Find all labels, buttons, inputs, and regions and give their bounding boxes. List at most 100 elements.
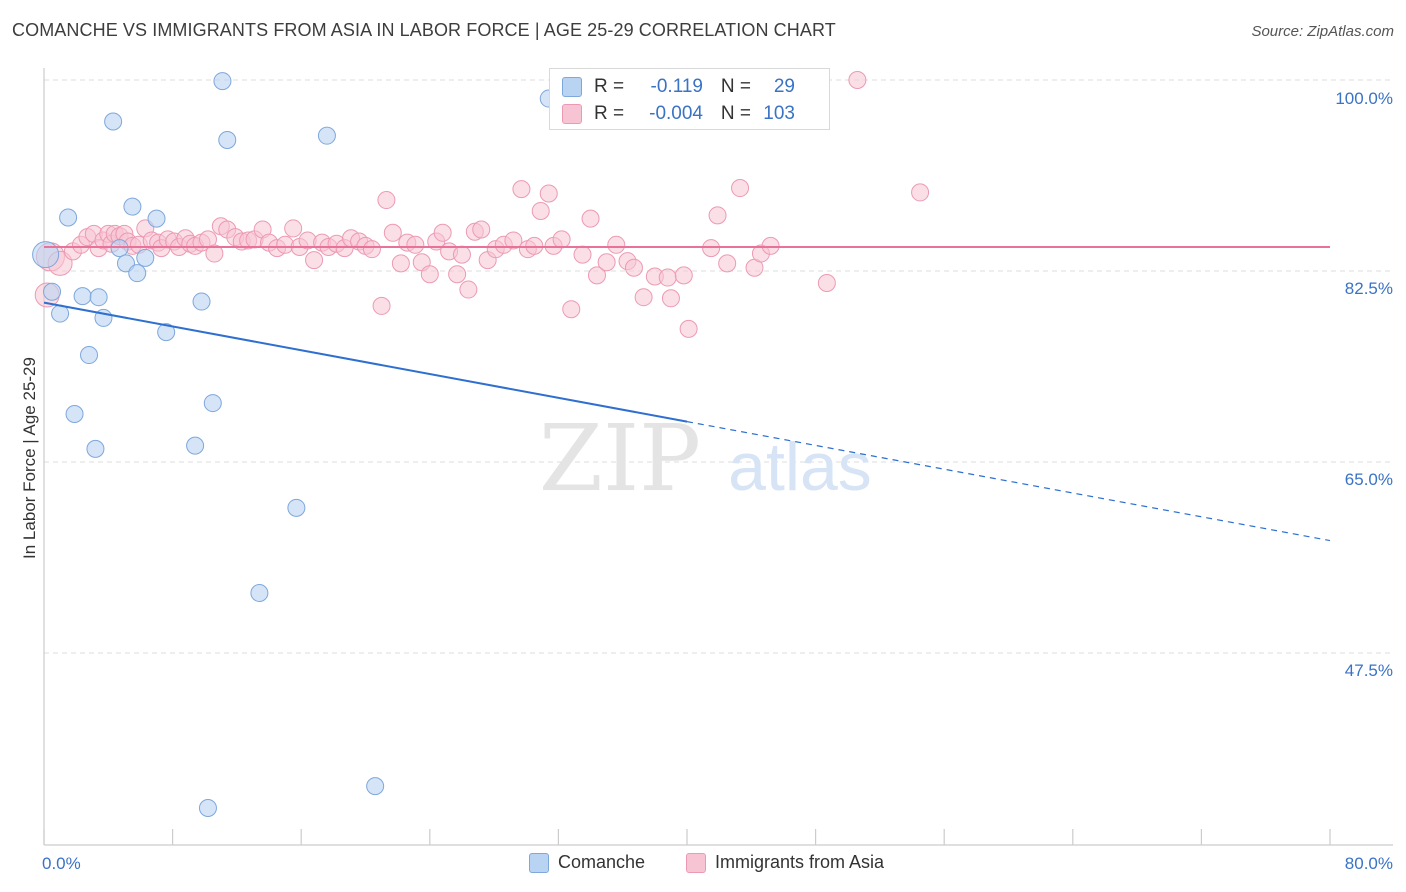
x-tick-label: 0.0% [42, 854, 81, 873]
data-point [504, 231, 523, 250]
grid-lines [44, 79, 1393, 654]
r-value: -0.119 [650, 76, 703, 97]
y-tick-label: 100.0% [1335, 89, 1393, 108]
data-point [32, 241, 60, 269]
data-point [186, 436, 205, 455]
data-point [531, 201, 550, 220]
axes [43, 68, 1393, 846]
data-point [597, 253, 616, 272]
data-point [452, 245, 471, 264]
data-point [377, 191, 396, 210]
comanche-swatch [529, 852, 549, 873]
watermark: ZIP atlas [539, 405, 872, 512]
data-point [59, 208, 78, 227]
data-point [305, 251, 324, 270]
data-point [218, 131, 237, 150]
n-value: 103 [763, 103, 795, 124]
data-point [472, 220, 491, 239]
y-tick-label: 82.5% [1345, 279, 1393, 298]
data-point [362, 240, 381, 259]
comanche-points [32, 72, 558, 817]
source-label[interactable]: Source: ZipAtlas.com [1251, 23, 1394, 40]
data-point [581, 209, 600, 228]
data-point [512, 180, 531, 199]
data-point [587, 266, 606, 285]
data-point [317, 126, 336, 145]
data-point [848, 71, 867, 89]
n-label: N = [720, 103, 751, 124]
r-value: -0.004 [649, 103, 703, 124]
data-point [731, 179, 750, 198]
data-point [65, 404, 84, 423]
y-axis-title: In Labor Force | Age 25-29 [20, 357, 39, 559]
data-point [80, 346, 99, 365]
data-point [86, 439, 105, 458]
data-point [634, 288, 653, 307]
data-point [661, 289, 680, 308]
data-point [213, 72, 232, 91]
data-point [136, 248, 155, 267]
bottom-legend: Comanche Immigrants from Asia [0, 852, 1406, 878]
data-point [539, 184, 558, 203]
data-point [448, 265, 467, 284]
data-point [459, 280, 478, 299]
data-point [433, 223, 452, 242]
y-tick-label: 47.5% [1345, 661, 1393, 680]
comanche-trend-line [43, 301, 688, 423]
legend-label-immigrants: Immigrants from Asia [715, 852, 885, 872]
axis-ticks: 47.5% 65.0% 82.5% 100.0% 0.0% 80.0% In Labor F… [20, 89, 1393, 873]
data-point [250, 583, 269, 602]
data-point [674, 266, 693, 285]
y-tick-label: 65.0% [1345, 470, 1393, 489]
data-point [624, 258, 643, 277]
data-point [43, 282, 62, 301]
data-point [406, 235, 425, 254]
data-point [761, 236, 780, 255]
data-point [123, 197, 142, 216]
n-value: 29 [773, 76, 795, 97]
data-point [391, 254, 410, 273]
data-point [658, 268, 677, 287]
watermark-atlas: atlas [728, 429, 872, 505]
stats-row-immigrants: R = -0.004 N = 103 [562, 101, 795, 127]
stats-row-comanche: R = -0.119 N = 29 [562, 74, 795, 100]
data-point [552, 230, 571, 249]
data-point [573, 245, 592, 264]
data-point [147, 209, 166, 228]
legend-item-comanche[interactable]: Comanche [529, 852, 645, 873]
data-point [911, 183, 930, 202]
data-point [718, 254, 737, 273]
data-point [198, 798, 217, 817]
data-point [89, 288, 108, 307]
data-point [366, 777, 385, 796]
data-point [284, 219, 303, 238]
legend-item-immigrants-from-asia[interactable]: Immigrants from Asia [686, 852, 884, 873]
comanche-swatch [562, 77, 582, 97]
x-tick-label: 80.0% [1345, 854, 1393, 873]
data-point [702, 239, 721, 258]
chart-title: COMANCHE VS IMMIGRANTS FROM ASIA IN LABO… [12, 20, 836, 40]
data-point [708, 206, 727, 225]
r-label: R = [594, 76, 625, 97]
data-point [525, 236, 544, 255]
immigrants-swatch [562, 104, 582, 124]
data-point [287, 498, 306, 517]
data-point [110, 239, 129, 258]
trend-lines [43, 245, 1331, 542]
data-point [562, 300, 581, 319]
data-point [128, 264, 147, 283]
data-point [73, 287, 92, 306]
data-point [192, 292, 211, 311]
immigrants-swatch [686, 852, 706, 873]
data-point [383, 223, 402, 242]
data-point [104, 112, 123, 131]
n-label: N = [720, 76, 751, 97]
comanche-trend-line-extension [686, 421, 1331, 542]
stats-legend: R = -0.119 N = 29 R = -0.004 N = 103 [549, 68, 830, 130]
data-point [607, 235, 626, 254]
data-point [372, 296, 391, 315]
data-point [203, 394, 222, 413]
watermark-zip: ZIP [539, 405, 701, 512]
data-point [205, 244, 224, 263]
